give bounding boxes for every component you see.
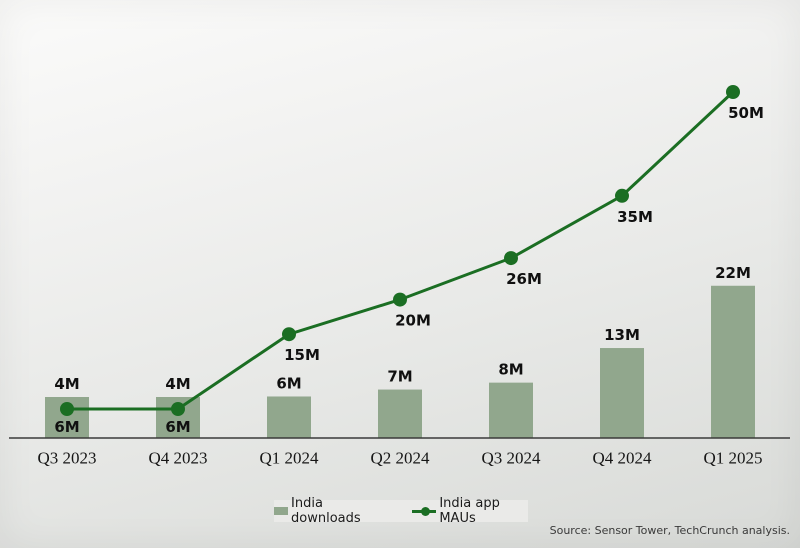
line-swatch-icon xyxy=(411,506,437,516)
mau-value-label: 35M xyxy=(617,208,653,226)
downloads-bar xyxy=(489,382,533,438)
mau-dot xyxy=(726,85,740,99)
mau-dot xyxy=(393,292,407,307)
bar-value-label: 6M xyxy=(276,374,301,392)
legend-label-downloads: India downloads xyxy=(291,496,361,526)
legend-item-downloads: India downloads xyxy=(274,496,384,526)
mau-dot xyxy=(504,251,518,266)
source-note: Source: Sensor Tower, TechCrunch analysi… xyxy=(549,524,790,537)
x-axis-label: Q4 2024 xyxy=(592,449,652,468)
mau-value-label: 20M xyxy=(395,312,431,330)
bar-value-label: 22M xyxy=(715,264,751,282)
bar-swatch-icon xyxy=(274,507,289,515)
downloads-bar xyxy=(267,396,311,438)
mau-value-label: 15M xyxy=(284,346,320,364)
x-axis-label: Q3 2024 xyxy=(481,449,541,468)
x-axis-label: Q4 2023 xyxy=(148,449,207,468)
line-dot-icon xyxy=(420,506,430,516)
legend-item-maus: India app MAUs xyxy=(411,496,528,526)
mau-dot xyxy=(171,402,185,416)
bar-value-label: 4M xyxy=(54,375,79,393)
mau-dot xyxy=(60,402,74,416)
bar-value-label: 8M xyxy=(498,361,523,379)
legend: India downloads India app MAUs xyxy=(274,496,528,526)
mau-dot xyxy=(615,188,629,203)
bar-value-label: 4M xyxy=(165,375,190,393)
downloads-bar xyxy=(711,285,755,438)
bar-value-label: 13M xyxy=(604,326,640,344)
downloads-bar xyxy=(378,389,422,438)
x-axis-label: Q2 2024 xyxy=(370,449,430,468)
mau-value-label: 50M xyxy=(728,104,764,122)
mau-value-label: 6M xyxy=(54,418,79,436)
mau-dot xyxy=(282,327,296,342)
mau-value-label: 6M xyxy=(165,418,190,436)
x-axis-label: Q3 2023 xyxy=(37,449,96,468)
x-axis-label: Q1 2024 xyxy=(259,449,319,468)
legend-label-maus: India app MAUs xyxy=(439,496,500,526)
downloads-bar xyxy=(600,348,644,438)
x-axis-label: Q1 2025 xyxy=(703,449,762,468)
mau-value-label: 26M xyxy=(506,270,542,288)
bar-value-label: 7M xyxy=(387,368,412,386)
